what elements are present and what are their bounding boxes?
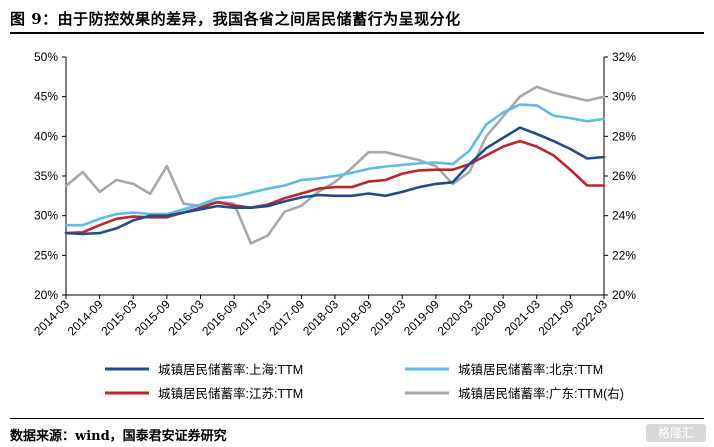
- x-tick-label: 2015-03: [98, 297, 139, 338]
- right-tick-label: 24%: [612, 209, 636, 223]
- chart-axes: 50% 45% 40% 35% 30% 25% 20% 32% 30% 28% 26% 24% 22% 2…: [31, 50, 636, 338]
- x-tick-label: 2021-09: [535, 297, 576, 338]
- series-line: [64, 85, 606, 245]
- right-tick-label: 22%: [612, 248, 636, 262]
- left-tick-label: 35%: [34, 169, 58, 183]
- series-line: [64, 139, 606, 235]
- source-note: 数据来源：wind，国泰君安证券研究: [10, 429, 227, 444]
- x-tick-label: 2021-03: [502, 297, 543, 338]
- x-tick-label: 2015-09: [132, 297, 173, 338]
- chart-series: [64, 85, 606, 245]
- x-tick-label: 2020-03: [435, 297, 476, 338]
- right-tick-label: 30%: [612, 90, 636, 104]
- x-tick-label: 2017-03: [233, 297, 274, 338]
- x-tick-label: 2016-03: [166, 297, 207, 338]
- x-tick-label: 2016-09: [199, 297, 240, 338]
- right-tick-label: 20%: [612, 288, 636, 302]
- legend-label: 城镇居民储蓄率:上海:TTM: [158, 362, 303, 377]
- x-tick-label: 2014-03: [31, 297, 72, 338]
- left-tick-label: 40%: [34, 129, 58, 143]
- right-tick-label: 32%: [612, 50, 636, 64]
- top-rule: [10, 32, 704, 34]
- series-line: [64, 126, 606, 236]
- left-tick-label: 50%: [34, 50, 58, 64]
- x-tick-label: 2019-09: [401, 297, 442, 338]
- legend-label: 城镇居民储蓄率:北京:TTM: [458, 362, 603, 377]
- right-tick-label: 26%: [612, 169, 636, 183]
- series-line: [64, 103, 606, 227]
- x-tick-label: 2014-09: [65, 297, 106, 338]
- legend-label: 城镇居民储蓄率:广东:TTM(右): [458, 386, 624, 401]
- legend-label: 城镇居民储蓄率:江苏:TTM: [158, 386, 303, 401]
- figure-title: 图 9：由于防控效果的差异，我国各省之间居民储蓄行为呈现分化: [10, 10, 461, 28]
- x-tick-label: 2017-09: [266, 297, 307, 338]
- x-tick-label: 2020-09: [468, 297, 509, 338]
- x-tick-label: 2019-03: [367, 297, 408, 338]
- left-tick-label: 30%: [34, 209, 58, 223]
- left-tick-label: 25%: [34, 248, 58, 262]
- x-tick-label: 2018-09: [334, 297, 375, 338]
- bottom-rule: [10, 418, 704, 419]
- left-tick-label: 20%: [34, 288, 58, 302]
- x-tick-label: 2018-03: [300, 297, 341, 338]
- chart-legend: 城镇居民储蓄率:上海:TTM 城镇居民储蓄率:北京:TTM 城镇居民储蓄率:江苏:T…: [105, 362, 624, 401]
- left-tick-label: 45%: [34, 90, 58, 104]
- right-tick-label: 28%: [612, 129, 636, 143]
- line-chart: 50% 45% 40% 35% 30% 25% 20% 32% 30% 28% 26% 24% 22% 2…: [31, 50, 636, 401]
- x-tick-label: 2022-03: [569, 297, 610, 338]
- watermark-logo: 格隆汇: [646, 424, 706, 442]
